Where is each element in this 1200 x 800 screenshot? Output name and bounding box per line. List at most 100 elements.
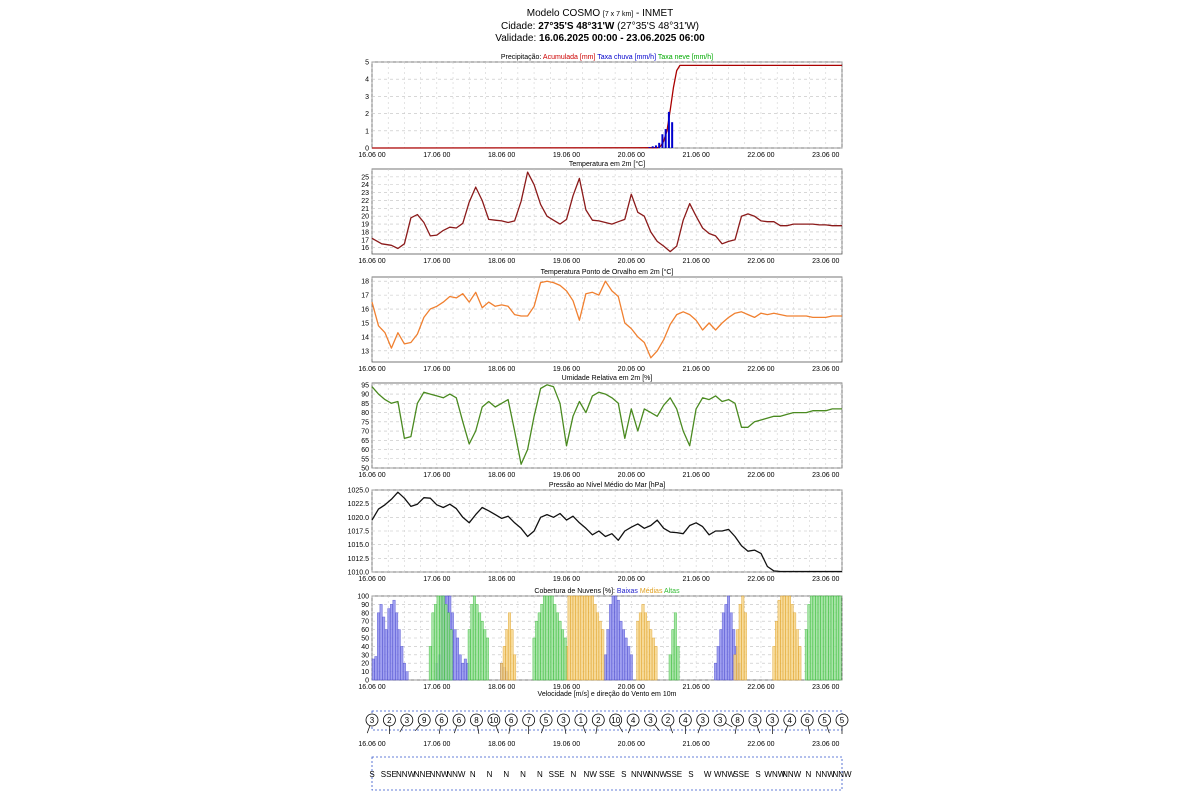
wind-speed-label: 5 bbox=[822, 716, 827, 725]
cloud-bar bbox=[736, 629, 740, 681]
y-tick-label: 90 bbox=[361, 602, 369, 609]
cloud-bar bbox=[828, 595, 832, 681]
y-tick-label: 0 bbox=[365, 146, 369, 153]
panel-title-part: Taxa neve [mm/h] bbox=[656, 54, 713, 61]
wind-speed-label: 8 bbox=[474, 716, 479, 725]
cloud-bar bbox=[500, 662, 504, 681]
y-tick-label: 16 bbox=[361, 245, 369, 252]
cloud-bar bbox=[548, 595, 552, 681]
wind-speed-circle bbox=[574, 713, 588, 727]
cloud-bar bbox=[644, 612, 648, 681]
x-tick-label: 18.06 00 bbox=[488, 258, 515, 265]
y-tick-label: 20 bbox=[361, 214, 369, 221]
model-provider: - INMET bbox=[636, 8, 674, 19]
cloud-bar bbox=[823, 595, 826, 681]
cloud-bar bbox=[485, 637, 489, 681]
cloud-bar bbox=[638, 612, 642, 681]
wind-speed-label: 3 bbox=[718, 716, 723, 725]
y-tick-label: 23 bbox=[361, 190, 369, 197]
wind-speed-circle bbox=[783, 713, 797, 727]
wind-speed-circle bbox=[522, 713, 536, 727]
cloud-bar bbox=[817, 595, 821, 681]
x-tick-label: 21.06 00 bbox=[683, 366, 710, 373]
cloud-bar bbox=[428, 646, 432, 681]
x-tick-label: 23.06 00 bbox=[812, 258, 839, 265]
plot-frame bbox=[371, 168, 843, 255]
cloud-bar bbox=[598, 620, 602, 681]
panel-title-part: Médias bbox=[638, 588, 663, 595]
y-tick-label: 85 bbox=[361, 401, 369, 408]
cloud-bar bbox=[570, 595, 574, 681]
wind-speed-circle bbox=[383, 713, 396, 727]
cloud-bar bbox=[472, 595, 476, 681]
cloud-bar bbox=[810, 595, 813, 681]
cloud-bar bbox=[804, 629, 808, 681]
panel-title-part: Baixas bbox=[617, 588, 639, 595]
cloud-bar bbox=[563, 637, 567, 681]
cloud-bar bbox=[772, 646, 776, 681]
cloud-bar bbox=[572, 595, 576, 681]
cloud-bar bbox=[622, 629, 625, 681]
y-tick-label: 90 bbox=[361, 392, 369, 399]
wind-speed-label: 7 bbox=[526, 716, 531, 725]
wind-x-tick-label: 21.06 00 bbox=[683, 741, 710, 748]
wind-direction-label: S bbox=[369, 770, 374, 779]
rain-rate-bar bbox=[664, 129, 667, 148]
x-tick-label: 22.06 00 bbox=[747, 152, 774, 159]
x-tick-label: 16.06 00 bbox=[358, 576, 385, 583]
cloud-bar bbox=[830, 595, 834, 681]
cloud-bar bbox=[384, 629, 388, 681]
y-tick-label: 24 bbox=[361, 182, 369, 189]
cloud-bar bbox=[788, 595, 791, 681]
cloud-bar bbox=[402, 662, 406, 681]
wind-speed-circle bbox=[452, 713, 466, 727]
cloud-bar bbox=[461, 662, 465, 681]
wind-speed-label: 4 bbox=[683, 716, 688, 725]
x-tick-label: 17.06 00 bbox=[423, 152, 450, 159]
wind-speed-circle bbox=[678, 713, 692, 727]
rain-rate-bar bbox=[667, 111, 670, 148]
y-tick-label: 1017.5 bbox=[348, 529, 370, 536]
x-tick-label: 18.06 00 bbox=[488, 366, 515, 373]
wind-speed-label: 2 bbox=[596, 716, 601, 725]
cloud-bar bbox=[567, 595, 571, 681]
wind-direction-label: NNW bbox=[631, 770, 651, 779]
y-tick-label: 18 bbox=[361, 279, 369, 286]
panel-title: Cobertura de Nuvens [%]: Baixas Médias A… bbox=[534, 588, 680, 595]
wind-speed-label: 10 bbox=[611, 716, 620, 725]
cloud-bar bbox=[624, 637, 628, 681]
wind-speed-circle bbox=[765, 713, 779, 727]
wind-direction-label: NW bbox=[584, 770, 598, 779]
wind-speed-label: 1 bbox=[579, 716, 584, 725]
wind-speed-label: 6 bbox=[457, 716, 462, 725]
wind-x-tick-label: 18.06 00 bbox=[488, 741, 515, 748]
x-tick-label: 17.06 00 bbox=[423, 258, 450, 265]
cloud-bar bbox=[743, 612, 747, 681]
cloud-bar bbox=[714, 662, 718, 681]
cloud-bar bbox=[724, 604, 728, 681]
panel-cloud: Cobertura de Nuvens [%]: Baixas Médias A… bbox=[357, 588, 843, 691]
x-tick-label: 20.06 00 bbox=[618, 472, 645, 479]
x-tick-label: 23.06 00 bbox=[812, 576, 839, 583]
wind-direction-label: S bbox=[688, 770, 693, 779]
y-tick-label: 16 bbox=[361, 307, 369, 314]
y-tick-label: 5 bbox=[365, 60, 369, 67]
x-tick-label: 19.06 00 bbox=[553, 684, 580, 691]
wind-direction-label: N bbox=[487, 770, 493, 779]
wind-speed-label: 5 bbox=[544, 716, 549, 725]
wind-speed-label: 8 bbox=[735, 716, 740, 725]
wind-speed-label: 6 bbox=[509, 716, 514, 725]
y-tick-label: 19 bbox=[361, 222, 369, 229]
cloud-bar bbox=[636, 620, 640, 681]
x-tick-label: 22.06 00 bbox=[747, 684, 774, 691]
wind-direction-label: SSE bbox=[733, 770, 749, 779]
wind-direction-label: NNW bbox=[782, 770, 802, 779]
x-tick-label: 19.06 00 bbox=[553, 258, 580, 265]
wind-speed-circle bbox=[696, 713, 710, 727]
series-line bbox=[371, 171, 842, 253]
wind-direction-label: NNE bbox=[414, 770, 431, 779]
panel-title-part: Cobertura de Nuvens [%]: bbox=[534, 588, 617, 595]
wind-direction-label: NNW bbox=[446, 770, 466, 779]
cloud-bar bbox=[733, 654, 737, 681]
cloud-bar bbox=[502, 646, 506, 681]
